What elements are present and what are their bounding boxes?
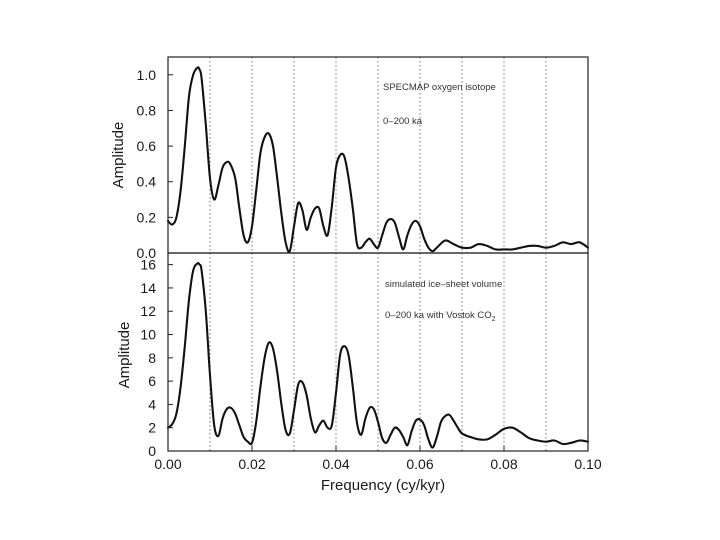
top-panel: 0.0 0.2 0.4 0.6 0.8 1.0 Amplitude SPECMAP oxy… — [110, 56, 590, 261]
top-series-line — [166, 66, 590, 253]
top-y-tick-labels: 0.0 0.2 0.4 0.6 0.8 1.0 — [137, 67, 157, 261]
x-tick-label: 0.06 — [406, 456, 433, 472]
y-tick-label: 0.6 — [137, 138, 157, 154]
x-axis-title: Frequency (cy/kyr) — [321, 477, 445, 494]
y-tick-label: 1.0 — [137, 67, 157, 83]
top-y-axis-title: Amplitude — [110, 122, 127, 189]
y-tick-label: 6 — [148, 373, 156, 389]
bottom-y-tick-labels: 0 2 4 6 8 10 12 14 16 — [140, 257, 156, 459]
y-tick-label: 0 — [148, 443, 156, 459]
bottom-y-axis-title: Amplitude — [116, 322, 133, 389]
x-tick-label: 0.08 — [490, 456, 517, 472]
bottom-annotation-subscript: 2 — [492, 316, 496, 323]
x-tick-label: 0.02 — [238, 456, 265, 472]
bottom-annotation-interval-text: 0–200 ka with Vostok CO — [385, 310, 492, 321]
bottom-annotation-model: simulated ice–sheet volume — [385, 279, 502, 290]
y-tick-label: 8 — [148, 350, 156, 366]
top-grid-lines — [209, 57, 547, 253]
bottom-panel: 0 2 4 6 8 10 12 14 16 0.00 0.02 0.04 0.06 0.08 0.10 A… — [116, 252, 602, 494]
x-tick-label: 0.04 — [322, 456, 349, 472]
bottom-plot-frame — [167, 252, 589, 452]
top-annotation-dataset: SPECMAP oxygen isotope — [383, 82, 496, 93]
top-annotation-interval: 0–200 ka — [383, 116, 423, 127]
y-tick-label: 0.8 — [137, 102, 157, 118]
y-tick-label: 4 — [148, 396, 156, 412]
y-tick-label: 14 — [140, 280, 156, 296]
y-tick-label: 10 — [140, 327, 156, 343]
bottom-series-line — [166, 262, 590, 449]
bottom-x-tick-labels: 0.00 0.02 0.04 0.06 0.08 0.10 — [154, 456, 601, 472]
y-tick-label: 2 — [148, 420, 156, 436]
y-tick-label: 0.4 — [137, 174, 157, 190]
bottom-annotation-interval: 0–200 ka with Vostok CO2 — [385, 310, 496, 323]
x-tick-label: 0.10 — [574, 456, 601, 472]
y-tick-label: 0.0 — [137, 245, 157, 261]
x-tick-label: 0.00 — [154, 456, 181, 472]
y-tick-label: 0.2 — [137, 209, 157, 225]
y-tick-label: 12 — [140, 303, 156, 319]
y-tick-label: 16 — [140, 257, 156, 273]
bottom-grid-lines — [209, 253, 547, 451]
